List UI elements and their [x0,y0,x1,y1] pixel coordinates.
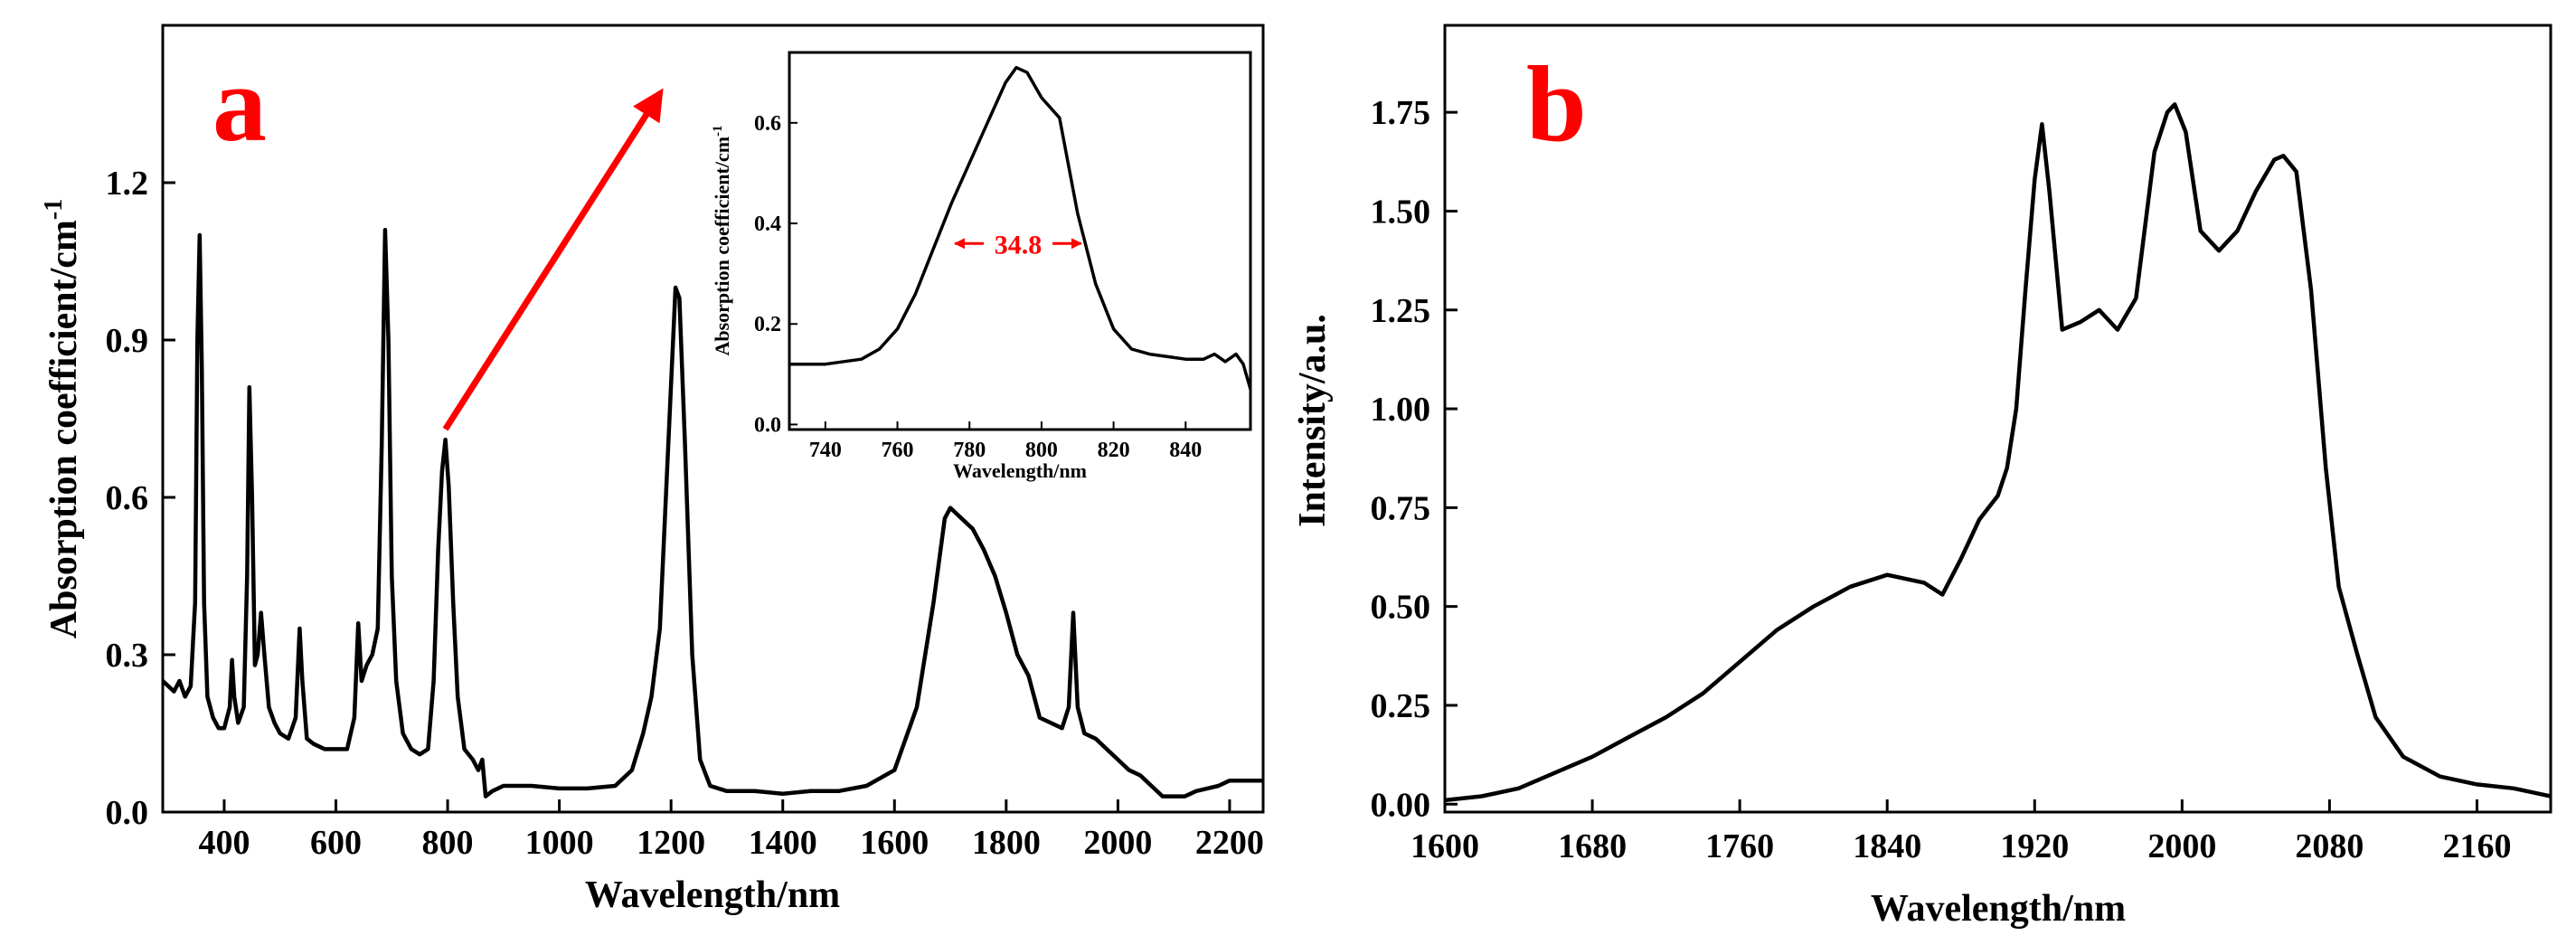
panel-b-y-tick-label: 1.25 [1371,292,1431,330]
panel-a-x-ticks: 400 600 800 1000 1200 1400 1600 1800 2000 2200 [198,799,1264,862]
inset-x-tick-label: 840 [1169,439,1202,462]
inset-background [789,52,1250,430]
panel-b-x-tick-label: 1680 [1558,827,1627,865]
inset-y-tick-label: 0.4 [754,213,781,236]
inset-y-title: Absorption coefficient/cm-1 [711,125,733,355]
panel-a-series-line [163,227,1263,799]
panel-a-y-tick-label: 0.6 [106,479,149,517]
panel-b-x-tick-label: 2080 [2295,827,2364,865]
panel-a-x-tick-label: 1000 [525,824,594,862]
panel-a-x-tick-label: 1400 [749,824,817,862]
panel-b-y-tick-label: 1.00 [1371,391,1431,429]
panel-a-y-tick-label: 0.9 [106,322,149,360]
panel-b-letter: b [1526,43,1587,164]
panel-b-x-tick-label: 2160 [2442,827,2511,865]
panel-a-y-tick-label: 0.0 [106,794,149,832]
panel-a-x-title: Wavelength/nm [585,874,840,916]
panel-b-chart: 1600 1680 1760 1840 1920 2000 2080 2160 0.00 0.2… [1292,24,2552,930]
panel-a-x-tick-label: 1600 [860,824,929,862]
inset-series-line [789,65,1250,390]
panel-b-y-tick-label: 0.25 [1371,687,1431,725]
inset-frame [788,51,1252,431]
inset-y-ticks: 0.0 0.2 0.4 0.6 [754,112,797,437]
panel-b-series-line [1445,102,2551,803]
panel-a-zoom-arrow [442,88,664,431]
panel-a-x-tick-label: 1200 [637,824,705,862]
panel-b-x-tick-label: 1920 [2000,827,2069,865]
panel-a-chart: 400 600 800 1000 1200 1400 1600 1800 2000 2200 0.… [40,24,1265,916]
inset-x-tick-label: 780 [953,439,986,462]
inset-x-tick-label: 820 [1098,439,1130,462]
inset-x-tick-label: 760 [882,439,914,462]
panel-a-y-tick-label: 1.2 [106,165,149,203]
inset-x-tick-label: 740 [809,439,842,462]
panel-b-x-title: Wavelength/nm [1871,888,2126,930]
panel-a-letter: a [212,43,267,164]
panel-b-y-tick-label: 0.00 [1371,786,1431,824]
panel-a-frame [161,24,1265,814]
panel-a-x-tick-label: 2200 [1195,824,1264,862]
inset-y-tick-label: 0.0 [754,413,781,437]
inset-chart: 740 760 780 800 820 840 0.0 0.2 0.4 0.6 34.8 Wav… [711,51,1252,482]
inset-y-title-sup: -1 [711,125,725,137]
inset-fwhm-label: 34.8 [995,230,1043,260]
panel-b-x-tick-label: 1760 [1705,827,1774,865]
panel-b-frame [1443,24,2552,814]
panel-b-y-ticks: 0.00 0.25 0.50 0.75 1.00 1.25 1.50 1.75 [1371,94,1458,824]
panel-b-x-tick-label: 1840 [1853,827,1921,865]
panel-b-y-tick-label: 1.75 [1371,94,1431,132]
panel-a-y-title-main: Absorption coefficient/cm [43,220,85,638]
inset-y-tick-label: 0.6 [754,112,781,136]
inset-y-tick-label: 0.2 [754,313,781,336]
inset-y-title-main: Absorption coefficient/cm [711,137,733,356]
panel-a-y-title: Absorption coefficient/cm-1 [40,199,85,638]
panel-b-x-ticks: 1600 1680 1760 1840 1920 2000 2080 2160 [1411,799,2511,865]
panel-b-y-title: Intensity/a.u. [1292,314,1334,527]
inset-x-tick-label: 800 [1025,439,1058,462]
panel-a-y-title-sup: -1 [40,199,68,220]
panel-a-x-tick-label: 400 [198,824,250,862]
panel-a-x-tick-label: 600 [310,824,362,862]
panel-a-y-tick-label: 0.3 [106,637,149,675]
panel-b-y-tick-label: 1.50 [1371,193,1431,231]
inset-x-title: Wavelength/nm [953,459,1087,482]
panel-b-x-tick-label: 1600 [1411,827,1479,865]
panel-a-x-tick-label: 1800 [972,824,1041,862]
panel-a-x-tick-label: 800 [422,824,474,862]
panel-b-y-tick-label: 0.75 [1371,489,1431,527]
panel-a-y-ticks: 0.0 0.3 0.6 0.9 1.2 [106,165,175,832]
panel-a-x-tick-label: 2000 [1083,824,1152,862]
panel-b-x-tick-label: 2000 [2147,827,2216,865]
inset-x-ticks: 740 760 780 800 820 840 [809,421,1202,462]
panel-b-y-tick-label: 0.50 [1371,589,1431,627]
